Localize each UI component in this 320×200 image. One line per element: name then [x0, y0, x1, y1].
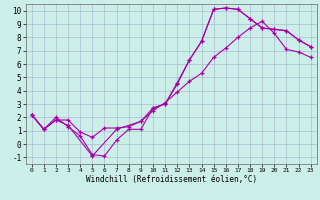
- X-axis label: Windchill (Refroidissement éolien,°C): Windchill (Refroidissement éolien,°C): [86, 175, 257, 184]
